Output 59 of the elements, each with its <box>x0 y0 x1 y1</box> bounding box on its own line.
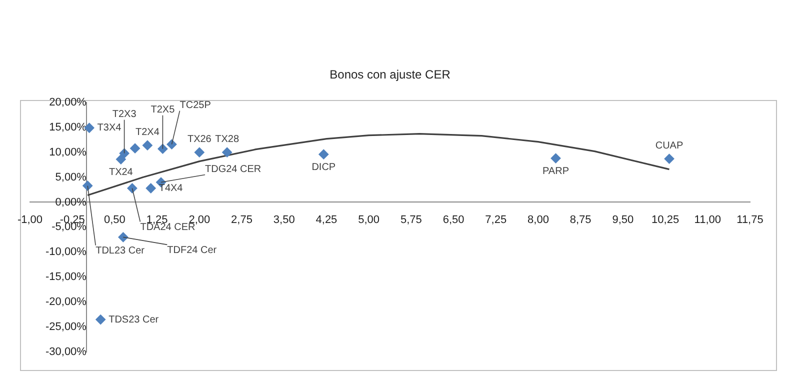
annotation: TDF24 Cer <box>167 244 218 256</box>
annotation: CUAP <box>655 140 684 152</box>
annotation: TX24 <box>108 167 134 178</box>
point <box>119 148 130 158</box>
annotation: TX28 <box>215 134 240 146</box>
annotation: TDS23 Cer <box>108 314 160 326</box>
y-tick-label: -25,00% <box>45 321 87 334</box>
y-tick-label: -20,00% <box>45 296 87 308</box>
point <box>222 147 232 158</box>
x-tick-label: 2,75 <box>231 214 252 226</box>
x-tick-label: 9,50 <box>612 214 634 226</box>
point <box>118 232 128 242</box>
y-tick-label: -30,00% <box>45 346 87 358</box>
x-tick-label: 11,00 <box>694 214 722 226</box>
point <box>130 143 140 154</box>
point <box>194 147 204 158</box>
annotation: T2X3 <box>112 109 137 120</box>
point <box>664 154 674 164</box>
x-tick-label: 3,50 <box>273 214 295 226</box>
y-tick-label: -15,00% <box>45 271 87 284</box>
annotation: TDL23 Cer <box>96 246 146 257</box>
y-tick-label: 15,00% <box>49 121 87 134</box>
annotation: DICP <box>312 162 336 174</box>
x-tick-label: 4,25 <box>316 214 338 226</box>
point <box>550 153 561 164</box>
x-tick-label: 11,75 <box>736 214 764 226</box>
x-tick-label: 7,25 <box>485 214 507 226</box>
x-tick-label: 5,75 <box>400 214 422 226</box>
chart-title: Bonos con ajuste CER <box>330 68 451 82</box>
point <box>127 183 138 194</box>
y-tick-label: 10,00% <box>49 146 87 158</box>
point <box>318 149 329 160</box>
point <box>146 183 156 194</box>
point <box>116 154 126 164</box>
point <box>82 180 93 191</box>
annotation: T2X5 <box>150 104 176 116</box>
y-tick-label: 20,00% <box>49 96 87 108</box>
annotation: TDG24 CER <box>205 164 262 176</box>
y-tick-label: -10,00% <box>45 246 87 258</box>
annotation: TX26 <box>187 134 212 146</box>
point <box>166 139 177 150</box>
x-tick-label: 5,00 <box>358 214 380 226</box>
point <box>158 144 168 154</box>
x-tick-label: 10,25 <box>652 214 680 226</box>
annotation: PARP <box>542 166 570 178</box>
y-tick-label: 0,00% <box>55 196 87 208</box>
x-tick-label: 0,50 <box>104 214 126 226</box>
annotation: T4X4 <box>158 183 184 194</box>
x-tick-label: 6,50 <box>442 214 464 226</box>
annotation: TC25P <box>180 100 212 112</box>
annotation: T2X4 <box>136 127 160 138</box>
y-tick-label: -5,00% <box>52 221 87 234</box>
x-tick-label: 8,75 <box>570 214 592 226</box>
point <box>142 140 152 150</box>
y-tick-label: 5,00% <box>55 171 87 184</box>
x-tick-label: -1,00 <box>17 214 43 226</box>
point <box>96 314 106 325</box>
x-tick-label: 8,00 <box>528 214 549 226</box>
annotation: T3X4 <box>97 122 122 134</box>
